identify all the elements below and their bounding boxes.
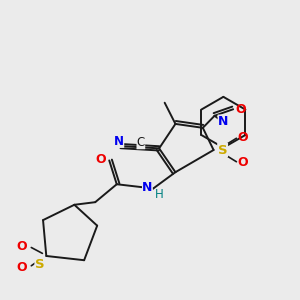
Text: N: N [142, 181, 153, 194]
Text: O: O [238, 131, 248, 144]
Text: O: O [238, 156, 248, 169]
Text: O: O [16, 240, 27, 253]
Text: S: S [218, 143, 227, 157]
Text: O: O [95, 153, 106, 166]
Text: H: H [155, 188, 164, 202]
Text: O: O [16, 261, 27, 274]
Text: N: N [114, 135, 124, 148]
Text: S: S [35, 258, 45, 271]
Text: N: N [218, 115, 229, 128]
Text: C: C [137, 136, 145, 149]
Text: O: O [236, 103, 246, 116]
